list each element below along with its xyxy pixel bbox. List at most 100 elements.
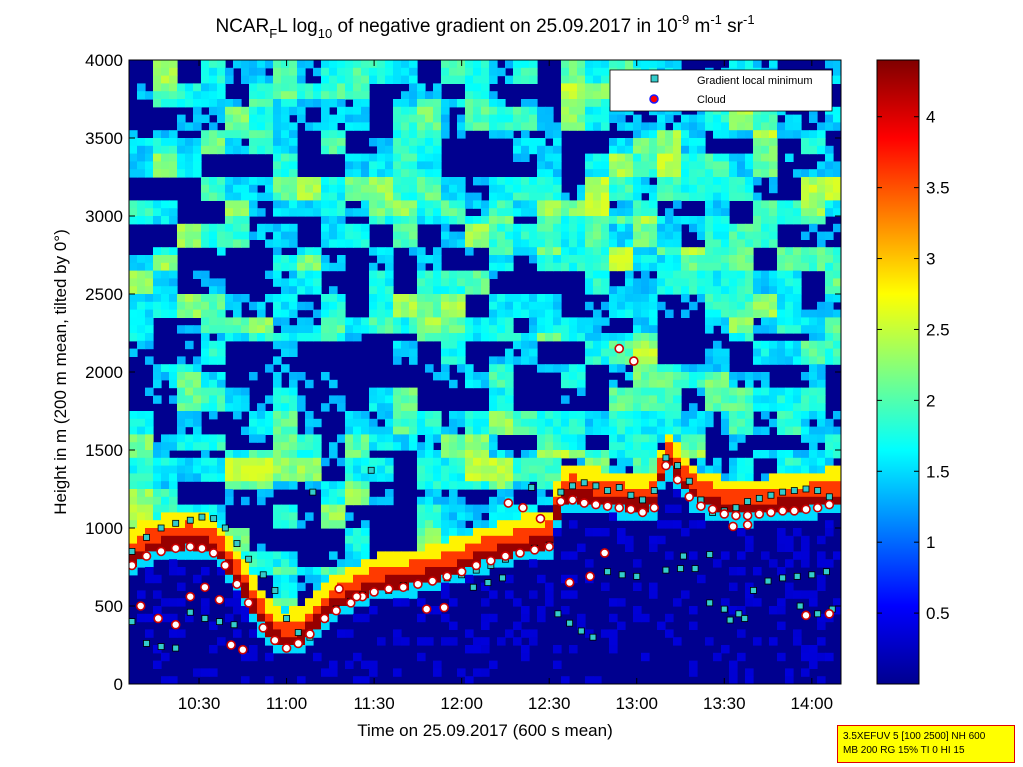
heatmap-cell (625, 333, 634, 342)
heatmap-cell (561, 262, 570, 272)
heatmap-cell (417, 184, 426, 194)
heatmap-cell (809, 309, 818, 318)
heatmap-cell (409, 356, 418, 365)
heatmap-cell (473, 177, 482, 186)
heatmap-cell (489, 520, 498, 529)
heatmap-cell (433, 161, 442, 170)
heatmap-cell (193, 239, 202, 248)
heatmap-cell (537, 325, 546, 334)
heatmap-cell (457, 286, 466, 295)
heatmap-cell (513, 411, 522, 420)
heatmap-cell (289, 145, 298, 155)
heatmap-cell (329, 262, 338, 272)
heatmap-cell (521, 481, 530, 490)
heatmap-cell (441, 75, 450, 84)
heatmap-cell (385, 60, 394, 69)
heatmap-cell (465, 629, 474, 638)
heatmap-cell (553, 177, 562, 186)
heatmap-cell (497, 496, 506, 506)
heatmap-cell (417, 99, 426, 108)
heatmap-cell (337, 216, 346, 225)
heatmap-cell (145, 426, 154, 435)
heatmap-cell (489, 379, 498, 389)
heatmap-cell (401, 567, 410, 576)
heatmap-cell (305, 481, 314, 490)
heatmap-cell (329, 309, 338, 318)
cloud-marker (129, 560, 137, 571)
heatmap-cell (145, 504, 154, 513)
heatmap-cell (289, 294, 298, 303)
heatmap-cell (409, 387, 418, 396)
heatmap-cell (345, 574, 354, 584)
heatmap-cell (345, 75, 354, 84)
heatmap-cell (641, 309, 650, 318)
heatmap-cell (817, 372, 826, 381)
heatmap-cell (409, 192, 418, 201)
heatmap-cell (289, 231, 298, 240)
cloud-marker (564, 577, 575, 588)
heatmap-cell (353, 325, 362, 334)
heatmap-cell (361, 67, 370, 77)
heatmap-cell (329, 192, 338, 201)
heatmap-cell (153, 99, 162, 108)
heatmap-cell (361, 192, 370, 201)
heatmap-cell (641, 387, 650, 396)
heatmap-cell (153, 372, 162, 381)
heatmap-cell (657, 177, 666, 186)
heatmap-cell (169, 169, 178, 178)
heatmap-cell (697, 153, 706, 162)
heatmap-cell (377, 590, 386, 599)
heatmap-cell (521, 200, 530, 209)
heatmap-cell (305, 567, 314, 576)
heatmap-cell (489, 457, 498, 467)
heatmap-cell (249, 574, 258, 584)
heatmap-cell (241, 473, 250, 482)
heatmap-cell (177, 153, 186, 162)
heatmap-cell (777, 457, 786, 467)
heatmap-cell (833, 247, 841, 256)
heatmap-cell (673, 504, 682, 513)
heatmap-cell (681, 255, 690, 264)
heatmap-cell (177, 473, 186, 482)
gradient-min-marker (589, 633, 597, 641)
heatmap-cell (777, 340, 786, 350)
heatmap-cell (529, 512, 538, 521)
heatmap-cell (241, 106, 250, 116)
heatmap-cell (833, 450, 841, 459)
heatmap-cell (265, 637, 274, 646)
heatmap-cell (369, 660, 378, 669)
heatmap-cell (569, 411, 578, 420)
heatmap-cell (809, 496, 818, 506)
heatmap-cell (345, 239, 354, 248)
heatmap-cell (145, 496, 154, 506)
heatmap-cell (209, 528, 218, 537)
heatmap-cell (465, 247, 474, 256)
heatmap-cell (313, 473, 322, 482)
heatmap-cell (281, 621, 290, 630)
heatmap-cell (697, 184, 706, 194)
heatmap-cell (641, 262, 650, 272)
heatmap-cell (705, 255, 714, 264)
heatmap-cell (513, 153, 522, 162)
heatmap-cell (505, 333, 514, 342)
heatmap-cell (465, 450, 474, 459)
heatmap-cell (313, 457, 322, 467)
heatmap-cell (409, 216, 418, 225)
heatmap-cell (761, 286, 770, 295)
heatmap-cell (657, 411, 666, 420)
heatmap-cell (769, 356, 778, 365)
heatmap-cell (273, 200, 282, 209)
heatmap-cell (433, 301, 442, 311)
heatmap-cell (185, 223, 194, 233)
heatmap-cell (353, 418, 362, 428)
heatmap-cell (401, 75, 410, 84)
heatmap-cell (817, 465, 826, 474)
heatmap-cell (705, 364, 714, 373)
heatmap-cell (561, 434, 570, 443)
heatmap-cell (537, 106, 546, 116)
heatmap-cell (577, 223, 586, 233)
heatmap-cell (225, 239, 234, 248)
heatmap-cell (625, 450, 634, 459)
heatmap-cell (521, 106, 530, 116)
heatmap-cell (393, 668, 402, 677)
